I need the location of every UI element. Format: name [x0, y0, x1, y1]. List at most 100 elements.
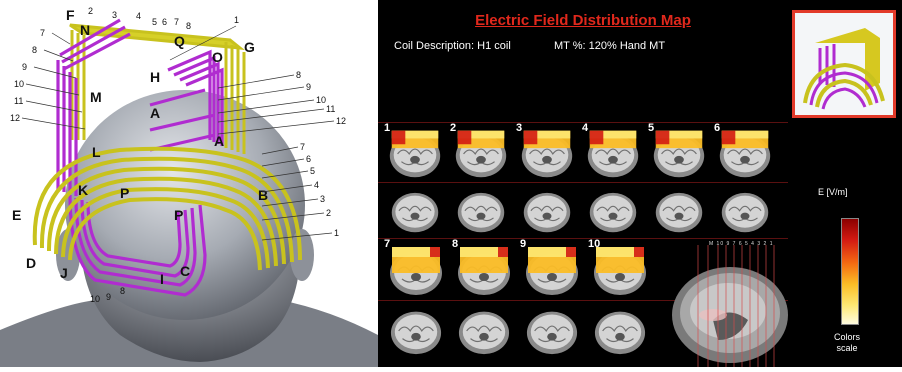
- panel-number: 10: [588, 238, 601, 250]
- coil-letter-label: G: [244, 39, 255, 55]
- coil-number-label: 8: [32, 45, 37, 55]
- panel-number: 1: [384, 122, 391, 134]
- brain-slice-thumbnail: [648, 184, 710, 234]
- coil-number-label: 10: [90, 294, 100, 304]
- coil-number-label: 8: [186, 21, 191, 31]
- leader-line: [33, 66, 77, 79]
- leader-line: [261, 170, 309, 179]
- leader-line: [25, 100, 83, 113]
- panel-number: 4: [582, 122, 589, 134]
- leader-line: [261, 232, 333, 241]
- sagittal-view: [658, 245, 788, 367]
- coil-letter-label: E: [12, 207, 21, 223]
- brain-slice-thumbnail: [588, 302, 652, 356]
- right-ear: [290, 229, 314, 281]
- coil-number-label: 7: [300, 142, 305, 152]
- coil-number-label: 2: [326, 208, 331, 218]
- panel-number: 7: [384, 238, 391, 250]
- row-separator: [378, 182, 788, 183]
- brain-slice-thumbnail: [582, 124, 644, 180]
- brain-slice-thumbnail: [648, 124, 710, 180]
- coil-number-label: 2: [88, 6, 93, 16]
- coil-number-label: 5: [152, 17, 157, 27]
- colors-scale-line-1: Colors: [833, 332, 860, 342]
- coil-inset-render: [792, 10, 896, 118]
- brain-slice-thumbnail: [384, 240, 448, 298]
- leader-line: [217, 108, 325, 123]
- coil-number-label: 4: [136, 11, 141, 21]
- coil-description: Coil Description: H1 coil: [394, 40, 511, 52]
- brain-slice-thumbnail: [588, 240, 652, 298]
- coil-number-label: 1: [334, 228, 339, 238]
- panel-number: 9: [520, 238, 527, 250]
- coil-letter-label: H: [150, 69, 160, 85]
- coil-letter-label: O: [212, 49, 223, 65]
- coil-number-label: 3: [112, 10, 117, 20]
- coil-number-label: 7: [40, 28, 45, 38]
- brain-slice-thumbnail: [452, 302, 516, 356]
- coil-number-label: 9: [306, 82, 311, 92]
- coil-number-label: 6: [306, 154, 311, 164]
- coil-letter-label: B: [258, 187, 268, 203]
- leader-line: [51, 32, 71, 45]
- coil-number-label: 12: [336, 116, 346, 126]
- coil-letter-label: D: [26, 255, 36, 271]
- coil-top-frame: [69, 23, 246, 154]
- coil-number-label: 9: [22, 62, 27, 72]
- brain-slice-thumbnail: [452, 240, 516, 298]
- coil-letter-label: N: [80, 22, 90, 38]
- map-title: Electric Field Distribution Map: [475, 12, 691, 29]
- coil-number-label: 1: [234, 15, 239, 25]
- leader-line: [217, 86, 305, 101]
- brain-slice-thumbnail: [520, 302, 584, 356]
- leader-line: [43, 49, 74, 62]
- coil-yellow-arches: [32, 146, 302, 271]
- coil-letter-label: P: [120, 185, 129, 201]
- coil-letter-label: P: [174, 207, 183, 223]
- sagittal-slice-label: M 10 9 7 6 5 4 3 2 1: [709, 241, 774, 247]
- coil-number-label: 6: [162, 17, 167, 27]
- row-separator: [378, 238, 788, 239]
- leader-line: [261, 212, 325, 221]
- coil-number-label: 4: [314, 180, 319, 190]
- coil-number-label: 5: [310, 166, 315, 176]
- leader-line: [169, 25, 237, 61]
- panel-number: 3: [516, 122, 523, 134]
- coil-number-label: 7: [174, 17, 179, 27]
- row-separator: [378, 300, 788, 301]
- coil-number-label: 10: [14, 79, 24, 89]
- panel-number: 5: [648, 122, 655, 134]
- leader-line: [25, 83, 80, 96]
- leader-line: [261, 184, 313, 193]
- panel-number: 2: [450, 122, 457, 134]
- leader-line: [21, 117, 86, 130]
- brain-slice-thumbnail: [384, 302, 448, 356]
- brain-slice-thumbnail: [516, 184, 578, 234]
- coil-letter-label: C: [180, 263, 190, 279]
- brain-slice-thumbnail: [714, 124, 776, 180]
- brain-slice-thumbnail: [582, 184, 644, 234]
- coil-magenta-windings: [56, 18, 224, 297]
- panel-number: 6: [714, 122, 721, 134]
- coil-diagram-panel: F N Q G O H M A A L K P P B E D J I C 2 3 4 5 6 7 8 1 7 8 9 10 11 12 8 9 10…: [0, 0, 378, 367]
- panel-number: 8: [452, 238, 459, 250]
- field-map-panel: Electric Field Distribution Map Coil Des…: [378, 0, 902, 367]
- brain-slice-thumbnail: [450, 184, 512, 234]
- coil-letter-label: F: [66, 7, 75, 23]
- leader-line: [261, 198, 319, 207]
- coil-number-label: 11: [326, 104, 335, 114]
- coil-number-label: 12: [10, 113, 20, 123]
- colors-scale-label: Colors scale: [822, 332, 872, 354]
- coil-number-label: 10: [316, 95, 326, 105]
- coil-number-label: 8: [296, 70, 301, 80]
- leader-line: [217, 99, 315, 114]
- coil-letter-label: A: [214, 133, 224, 149]
- coil-letter-label: K: [78, 182, 88, 198]
- coil-letter-label: M: [90, 89, 102, 105]
- brain-slice-thumbnail: [520, 240, 584, 298]
- coil-number-label: 9: [106, 292, 111, 302]
- coil-letter-label: Q: [174, 33, 185, 49]
- coil-number-label: 11: [14, 96, 23, 106]
- brain-slice-thumbnail: [714, 184, 776, 234]
- coil-number-label: 3: [320, 194, 325, 204]
